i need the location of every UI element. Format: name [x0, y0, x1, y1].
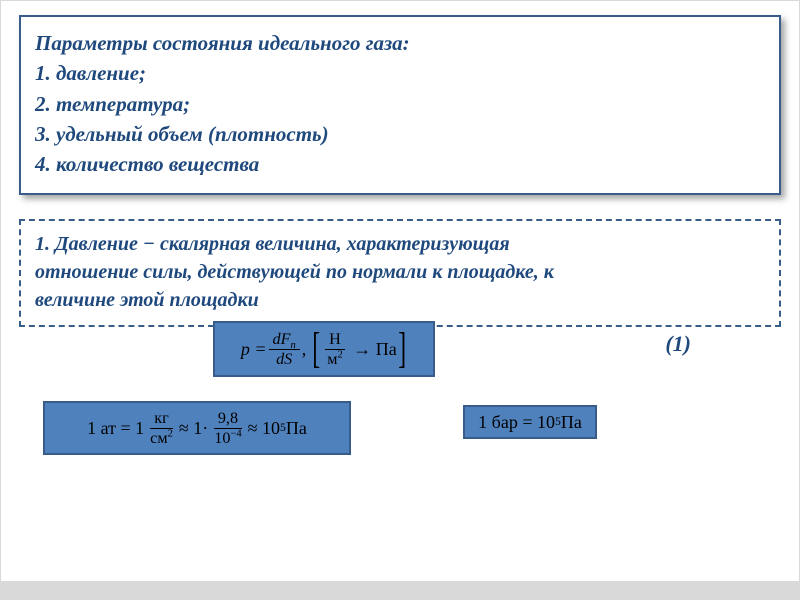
formula-p-equals: p = [241, 339, 267, 360]
title-box: Параметры состояния идеального газа: 1. … [19, 15, 781, 195]
footer-bar [1, 581, 799, 599]
at-frac1-den-cm: см [150, 429, 167, 447]
bar-tail-pa: Па [561, 412, 582, 433]
at-approx2: ≈ 10 [248, 418, 280, 439]
title-item-3: 3. удельный объем (плотность) [35, 120, 765, 148]
title-item-1: 1. давление; [35, 59, 765, 87]
at-approx1: ≈ 1· [179, 418, 208, 439]
at-frac2-den-sup: −4 [230, 428, 241, 439]
formula-bar-conversion: 1 бар = 105 Па [463, 405, 597, 439]
at-frac1-num: кг [150, 410, 173, 428]
formula-comma: , [302, 339, 307, 360]
arrow-icon: → [353, 339, 371, 360]
definition-line-3: величине этой площадки [35, 287, 765, 313]
at-frac-1: кг см2 [146, 410, 177, 445]
frac-den-ds: dS [272, 350, 296, 367]
unit-fraction: Н м2 [323, 331, 347, 366]
at-frac2-num: 9,8 [214, 410, 242, 428]
unit-result-pa: Па [376, 339, 397, 360]
title-item-2: 2. температура; [35, 90, 765, 118]
title-heading: Параметры состояния идеального газа: [35, 29, 765, 57]
at-lead: 1 ат = 1 [87, 418, 144, 439]
right-bracket: ] [398, 332, 406, 367]
at-frac1-den-sup: 2 [168, 428, 173, 439]
at-frac-2: 9,8 10−4 [210, 410, 245, 445]
title-item-4: 4. количество вещества [35, 150, 765, 178]
formula-atmosphere-conversion: 1 ат = 1 кг см2 ≈ 1· 9,8 10−4 ≈ 105 Па [43, 401, 351, 455]
formula-pressure-definition: p = dFn dS , [ Н м2 → Па ] [213, 321, 435, 377]
definition-line-2: отношение силы, действующей по нормали к… [35, 259, 765, 285]
equation-number: (1) [665, 331, 691, 357]
unit-den-sup-2: 2 [337, 349, 342, 360]
unit-num: Н [325, 331, 345, 349]
at-tail-pa: Па [286, 418, 307, 439]
definition-box: 1. Давление − скалярная величина, характ… [19, 219, 781, 327]
formula-fraction-dfn-ds: dFn dS [269, 331, 300, 366]
left-bracket: [ [312, 332, 320, 367]
at-frac2-den-10: 10 [214, 429, 230, 447]
bar-lead: 1 бар = 10 [478, 412, 555, 433]
slide-container: Параметры состояния идеального газа: 1. … [0, 0, 800, 600]
frac-num-df: dF [273, 330, 291, 348]
formula-unit-bracket: [ Н м2 → Па ] [311, 331, 407, 366]
unit-den-m: м [327, 350, 337, 368]
definition-line-1: 1. Давление − скалярная величина, характ… [35, 231, 765, 257]
